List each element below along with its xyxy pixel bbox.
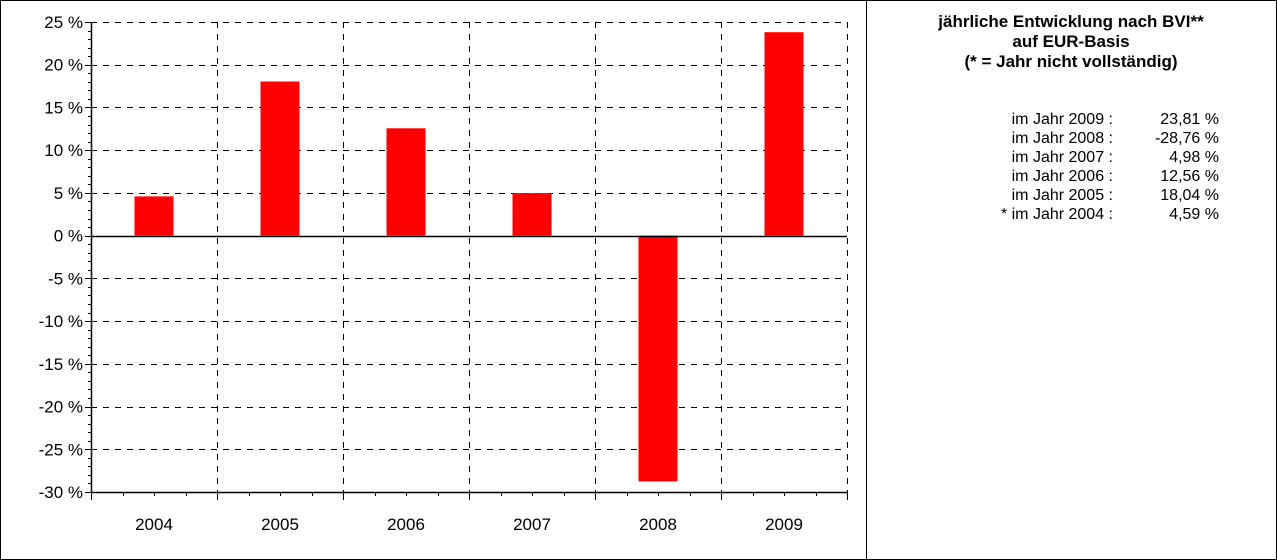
- table-row: im Jahr 2005 : 18,04 %: [925, 186, 1219, 205]
- row-label: im Jahr 2005 :: [1011, 187, 1113, 204]
- x-tick-label: 2008: [639, 515, 677, 534]
- y-tick-label: -20 %: [39, 398, 83, 417]
- statistics-panel: jährliche Entwicklung nach BVI** auf EUR…: [867, 0, 1275, 558]
- axes: [85, 22, 848, 500]
- table-row: * im Jahr 2004 : 4,59 %: [925, 205, 1219, 224]
- table-row: im Jahr 2007 : 4,98 %: [925, 148, 1219, 167]
- row-value: 18,04 %: [1160, 187, 1219, 204]
- panel-divider: [866, 0, 867, 560]
- panel-title-line: jährliche Entwicklung nach BVI**: [938, 12, 1204, 31]
- table-row: im Jahr 2008 : -28,76 %: [925, 129, 1219, 148]
- bar-2006: [386, 128, 426, 236]
- x-tick-labels: 2004 2005 2006 2007 2008 2009: [135, 515, 803, 534]
- row-value: 4,59 %: [1169, 206, 1219, 223]
- row-label: im Jahr 2008 :: [1011, 130, 1113, 147]
- row-value: 12,56 %: [1160, 168, 1219, 185]
- y-tick-labels: 25 % 20 % 15 % 10 % 5 % 0 % -5 % -10 % -15 % -20 …: [39, 13, 83, 502]
- row-value: 4,98 %: [1169, 149, 1219, 166]
- y-tick-label: -15 %: [39, 355, 83, 374]
- y-tick-label: 5 %: [54, 184, 83, 203]
- y-tick-label: 20 %: [44, 56, 83, 75]
- panel-title: jährliche Entwicklung nach BVI** auf EUR…: [867, 12, 1275, 72]
- bar-chart: 25 % 20 % 15 % 10 % 5 % 0 % -5 % -10 % -15 % -20 …: [39, 13, 848, 534]
- bar-2007: [512, 193, 552, 236]
- y-tick-label: -10 %: [39, 312, 83, 331]
- x-tick-label: 2006: [387, 515, 425, 534]
- y-tick-label: 0 %: [54, 227, 83, 246]
- yearly-performance-table: im Jahr 2009 : 23,81 % im Jahr 2008 : -28,…: [925, 110, 1219, 224]
- bar-2009: [764, 32, 804, 236]
- x-tick-label: 2009: [765, 515, 803, 534]
- y-tick-label: -25 %: [39, 440, 83, 459]
- y-tick-label: 25 %: [44, 13, 83, 32]
- x-tick-label: 2007: [513, 515, 551, 534]
- gridlines: [91, 22, 848, 492]
- row-label: * im Jahr 2004 :: [1000, 206, 1113, 223]
- panel-title-line: (* = Jahr nicht vollständig): [964, 52, 1178, 71]
- bar-2008: [638, 235, 678, 482]
- row-value: 23,81 %: [1160, 111, 1219, 128]
- row-label: im Jahr 2009 :: [1011, 111, 1113, 128]
- panel-title-line: auf EUR-Basis: [1012, 32, 1130, 51]
- bars: [134, 32, 804, 482]
- table-row: im Jahr 2006 : 12,56 %: [925, 167, 1219, 186]
- x-tick-label: 2005: [261, 515, 299, 534]
- y-tick-label: -5 %: [48, 269, 83, 288]
- y-tick-label: 15 %: [44, 98, 83, 117]
- row-value: -28,76 %: [1154, 130, 1219, 147]
- bar-2005: [260, 81, 300, 236]
- x-tick-label: 2004: [135, 515, 173, 534]
- table-row: im Jahr 2009 : 23,81 %: [925, 110, 1219, 129]
- bar-2004: [134, 196, 174, 236]
- y-tick-label: -30 %: [39, 483, 83, 502]
- row-label: im Jahr 2007 :: [1011, 149, 1113, 166]
- row-label: im Jahr 2006 :: [1011, 168, 1113, 185]
- y-tick-label: 10 %: [44, 141, 83, 160]
